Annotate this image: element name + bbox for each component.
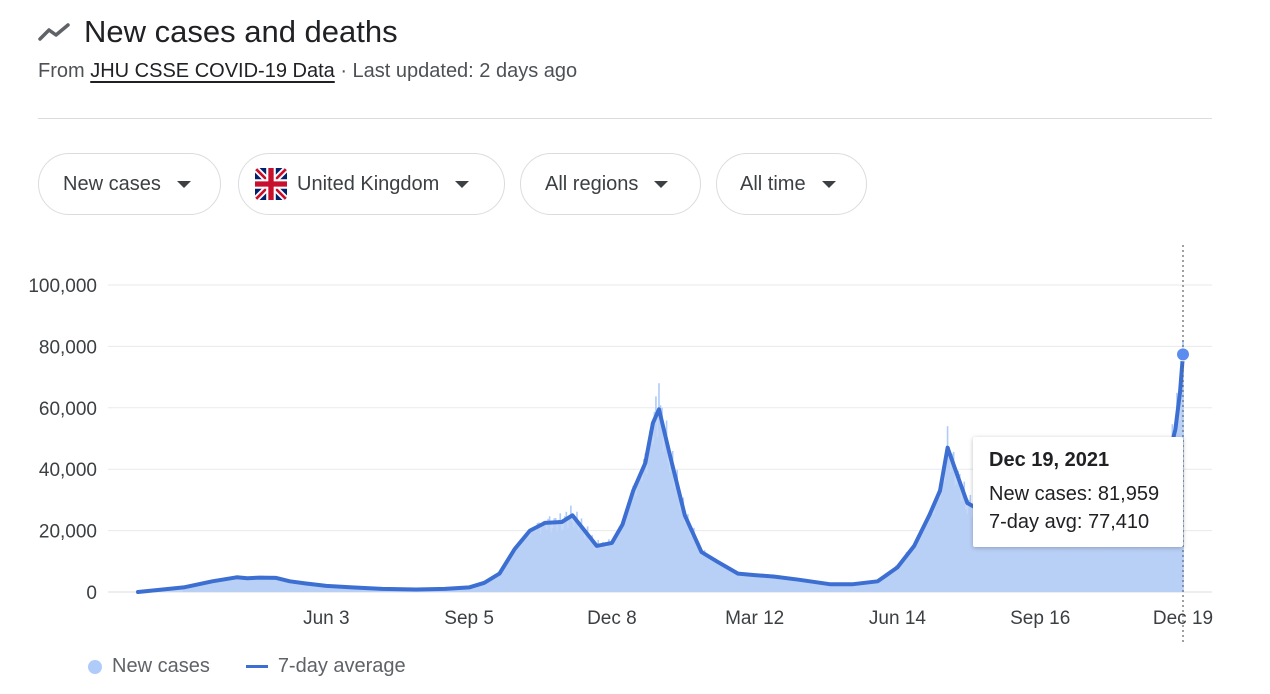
x-tick-label: Mar 12 xyxy=(725,608,784,629)
region-dropdown[interactable]: All regions xyxy=(520,153,701,215)
chart-tooltip: Dec 19, 2021 New cases: 81,959 7-day avg… xyxy=(973,437,1183,547)
legend-new-cases: New cases xyxy=(112,655,210,677)
title-row: New cases and deaths xyxy=(38,10,398,54)
source-prefix: From xyxy=(38,60,85,82)
y-axis-labels: 0 20,000 40,000 60,000 80,000 100,000 xyxy=(28,276,97,604)
y-tick-label: 100,000 xyxy=(28,276,97,297)
x-tick-label: Sep 5 xyxy=(444,608,494,629)
uk-flag-icon xyxy=(255,168,287,200)
divider xyxy=(38,118,1212,119)
chevron-down-icon xyxy=(176,180,191,188)
trending-line-icon xyxy=(38,23,70,41)
x-tick-label: Jun 3 xyxy=(303,608,349,629)
y-tick-label: 0 xyxy=(86,583,97,604)
chevron-down-icon xyxy=(654,180,669,188)
tooltip-new-cases: New cases: 81,959 xyxy=(989,483,1160,505)
x-tick-label: Dec 8 xyxy=(587,608,637,629)
x-tick-label: Sep 16 xyxy=(1010,608,1070,629)
x-axis-labels: Jun 3 Sep 5 Dec 8 Mar 12 Jun 14 Sep 16 Dec 19 xyxy=(303,608,1213,629)
hover-point xyxy=(1176,347,1190,362)
y-tick-label: 80,000 xyxy=(39,337,97,358)
chart-legend: New cases 7-day average xyxy=(88,655,406,678)
tooltip-date: Dec 19, 2021 xyxy=(989,449,1110,471)
source-link[interactable]: JHU CSSE COVID-19 Data xyxy=(90,60,335,82)
page-title: New cases and deaths xyxy=(84,14,398,49)
hover-cursor xyxy=(1176,245,1190,645)
y-tick-label: 40,000 xyxy=(39,460,97,481)
y-tick-label: 60,000 xyxy=(39,399,97,420)
country-dropdown[interactable]: United Kingdom xyxy=(238,153,505,215)
range-dropdown-label: All time xyxy=(740,172,806,195)
chevron-down-icon xyxy=(455,180,470,188)
y-tick-label: 20,000 xyxy=(39,522,97,543)
region-dropdown-label: All regions xyxy=(545,172,639,195)
last-updated: · Last updated: 2 days ago xyxy=(340,60,578,82)
tooltip-average: 7-day avg: 77,410 xyxy=(989,511,1150,533)
legend-average: 7-day average xyxy=(277,655,406,677)
x-tick-label: Dec 19 xyxy=(1153,608,1213,629)
range-dropdown[interactable]: All time xyxy=(716,153,867,215)
x-tick-label: Jun 14 xyxy=(869,608,926,629)
metric-dropdown[interactable]: New cases xyxy=(38,153,221,215)
source-line: From JHU CSSE COVID-19 Data · Last updat… xyxy=(38,60,577,83)
legend-bar-swatch xyxy=(88,659,102,674)
legend-line-swatch xyxy=(245,665,268,668)
country-dropdown-label: United Kingdom xyxy=(297,172,440,195)
chevron-down-icon xyxy=(821,180,836,188)
metric-dropdown-label: New cases xyxy=(63,172,161,195)
